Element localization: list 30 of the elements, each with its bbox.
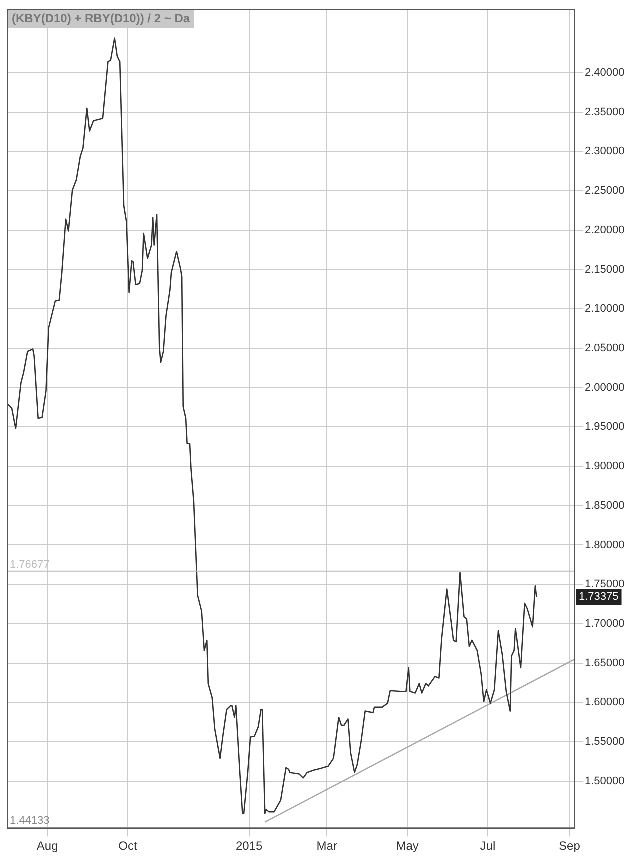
y-tick-label: 2.05000 xyxy=(585,342,625,354)
y-tick-label: 1.55000 xyxy=(585,736,625,748)
y-tick-label: 1.60000 xyxy=(585,696,625,709)
y-tick-label: 2.25000 xyxy=(585,185,625,198)
y-tick-label: 2.15000 xyxy=(585,264,625,276)
y-tick-label: 1.75000 xyxy=(585,578,625,591)
y-tick-label: 2.30000 xyxy=(585,146,625,158)
text: 1.73375 xyxy=(579,591,619,604)
y-tick-label: 1.50000 xyxy=(585,775,625,788)
x-tick-label: Oct xyxy=(118,839,138,854)
x-tick-label: Jul xyxy=(480,839,496,854)
y-tick-label: 2.10000 xyxy=(585,303,625,316)
ref-line-label: 1.76677 xyxy=(10,558,50,571)
x-tick-label: 2015 xyxy=(236,839,263,854)
x-tick-label: Aug xyxy=(36,839,58,854)
y-tick-label: 1.80000 xyxy=(585,539,625,552)
y-tick-label: 2.20000 xyxy=(585,224,625,236)
y-tick-label: 1.90000 xyxy=(585,460,625,473)
y-tick-label: 2.40000 xyxy=(585,67,625,79)
y-tick-label: 1.65000 xyxy=(585,657,625,670)
y-tick-label: 1.85000 xyxy=(585,500,625,512)
chart-title: (KBY(D10) + RBY(D10)) / 2 ~ Da xyxy=(12,11,190,26)
ref-line-label: 1.44133 xyxy=(10,815,50,828)
y-tick-label: 2.00000 xyxy=(585,382,625,394)
y-tick-label: 1.95000 xyxy=(585,421,625,434)
x-tick-label: Mar xyxy=(316,839,338,854)
y-tick-label: 2.35000 xyxy=(585,106,625,118)
y-tick-label: 1.70000 xyxy=(585,618,625,630)
x-tick-label: May xyxy=(396,839,419,854)
x-tick-label: Sep xyxy=(559,839,581,854)
